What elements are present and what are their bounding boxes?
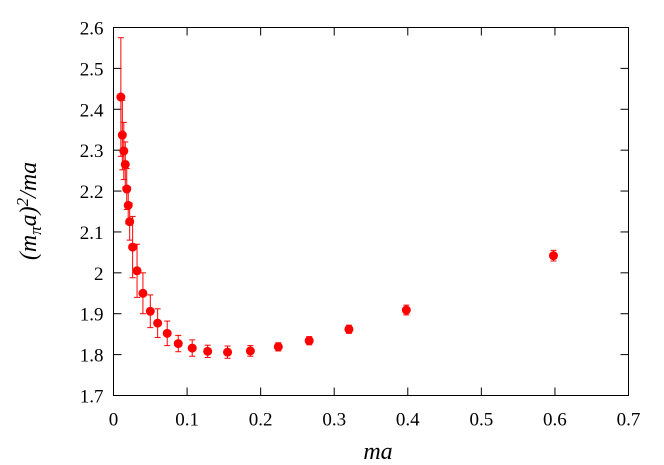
data-point (548, 251, 558, 261)
data-point (153, 318, 163, 328)
data-point (245, 346, 255, 356)
y-tick-label: 2.3 (80, 141, 104, 162)
x-tick-label: 0.6 (543, 410, 567, 431)
data-point (138, 288, 148, 298)
y-tick-label: 2.6 (80, 19, 104, 40)
plot-frame (113, 27, 629, 396)
data-point (273, 342, 283, 352)
y-tick-labels: 1.7 1.8 1.9 2 2.1 2.2 2.3 2.4 2.5 2.6 (80, 19, 104, 408)
data-point (116, 92, 126, 102)
data-point (145, 306, 155, 316)
data-point (187, 343, 197, 353)
x-tick-label: 0.4 (396, 410, 420, 431)
x-tick-label: 0 (109, 410, 119, 431)
data-point (117, 130, 127, 140)
data-point (122, 184, 132, 194)
x-tick-label: 0.5 (469, 410, 493, 431)
data-point (304, 336, 314, 346)
y-axis-label: (mπa)2/ma (13, 162, 45, 260)
x-tick-label: 0.2 (249, 410, 273, 431)
data-point (128, 242, 138, 252)
y-tick-label: 2.2 (80, 182, 104, 203)
error-bars (117, 37, 557, 359)
data-point (173, 339, 183, 349)
data-point (401, 305, 411, 315)
data-point (119, 146, 129, 156)
data-point (123, 200, 133, 210)
x-tick-label: 0.7 (617, 410, 641, 431)
y-tick-label: 2.4 (80, 100, 104, 121)
data-point (120, 159, 130, 169)
y-tick-label: 2.1 (80, 223, 104, 244)
data-points (116, 92, 558, 357)
data-point (125, 217, 135, 227)
data-point (344, 324, 354, 334)
data-point (162, 328, 172, 338)
data-point (132, 266, 142, 276)
y-tick-label: 2 (94, 264, 104, 285)
axis-ticks (113, 27, 629, 396)
y-tick-label: 1.8 (80, 346, 104, 367)
x-tick-label: 0.3 (322, 410, 346, 431)
x-tick-label: 0.1 (175, 410, 199, 431)
y-tick-label: 1.9 (80, 305, 104, 326)
x-axis-label: ma (363, 439, 392, 465)
y-tick-label: 2.5 (80, 59, 104, 80)
y-tick-label: 1.7 (80, 387, 104, 408)
data-point (223, 347, 233, 357)
data-point (203, 346, 213, 356)
x-tick-labels: 0 0.1 0.2 0.3 0.4 0.5 0.6 0.7 (109, 410, 641, 431)
